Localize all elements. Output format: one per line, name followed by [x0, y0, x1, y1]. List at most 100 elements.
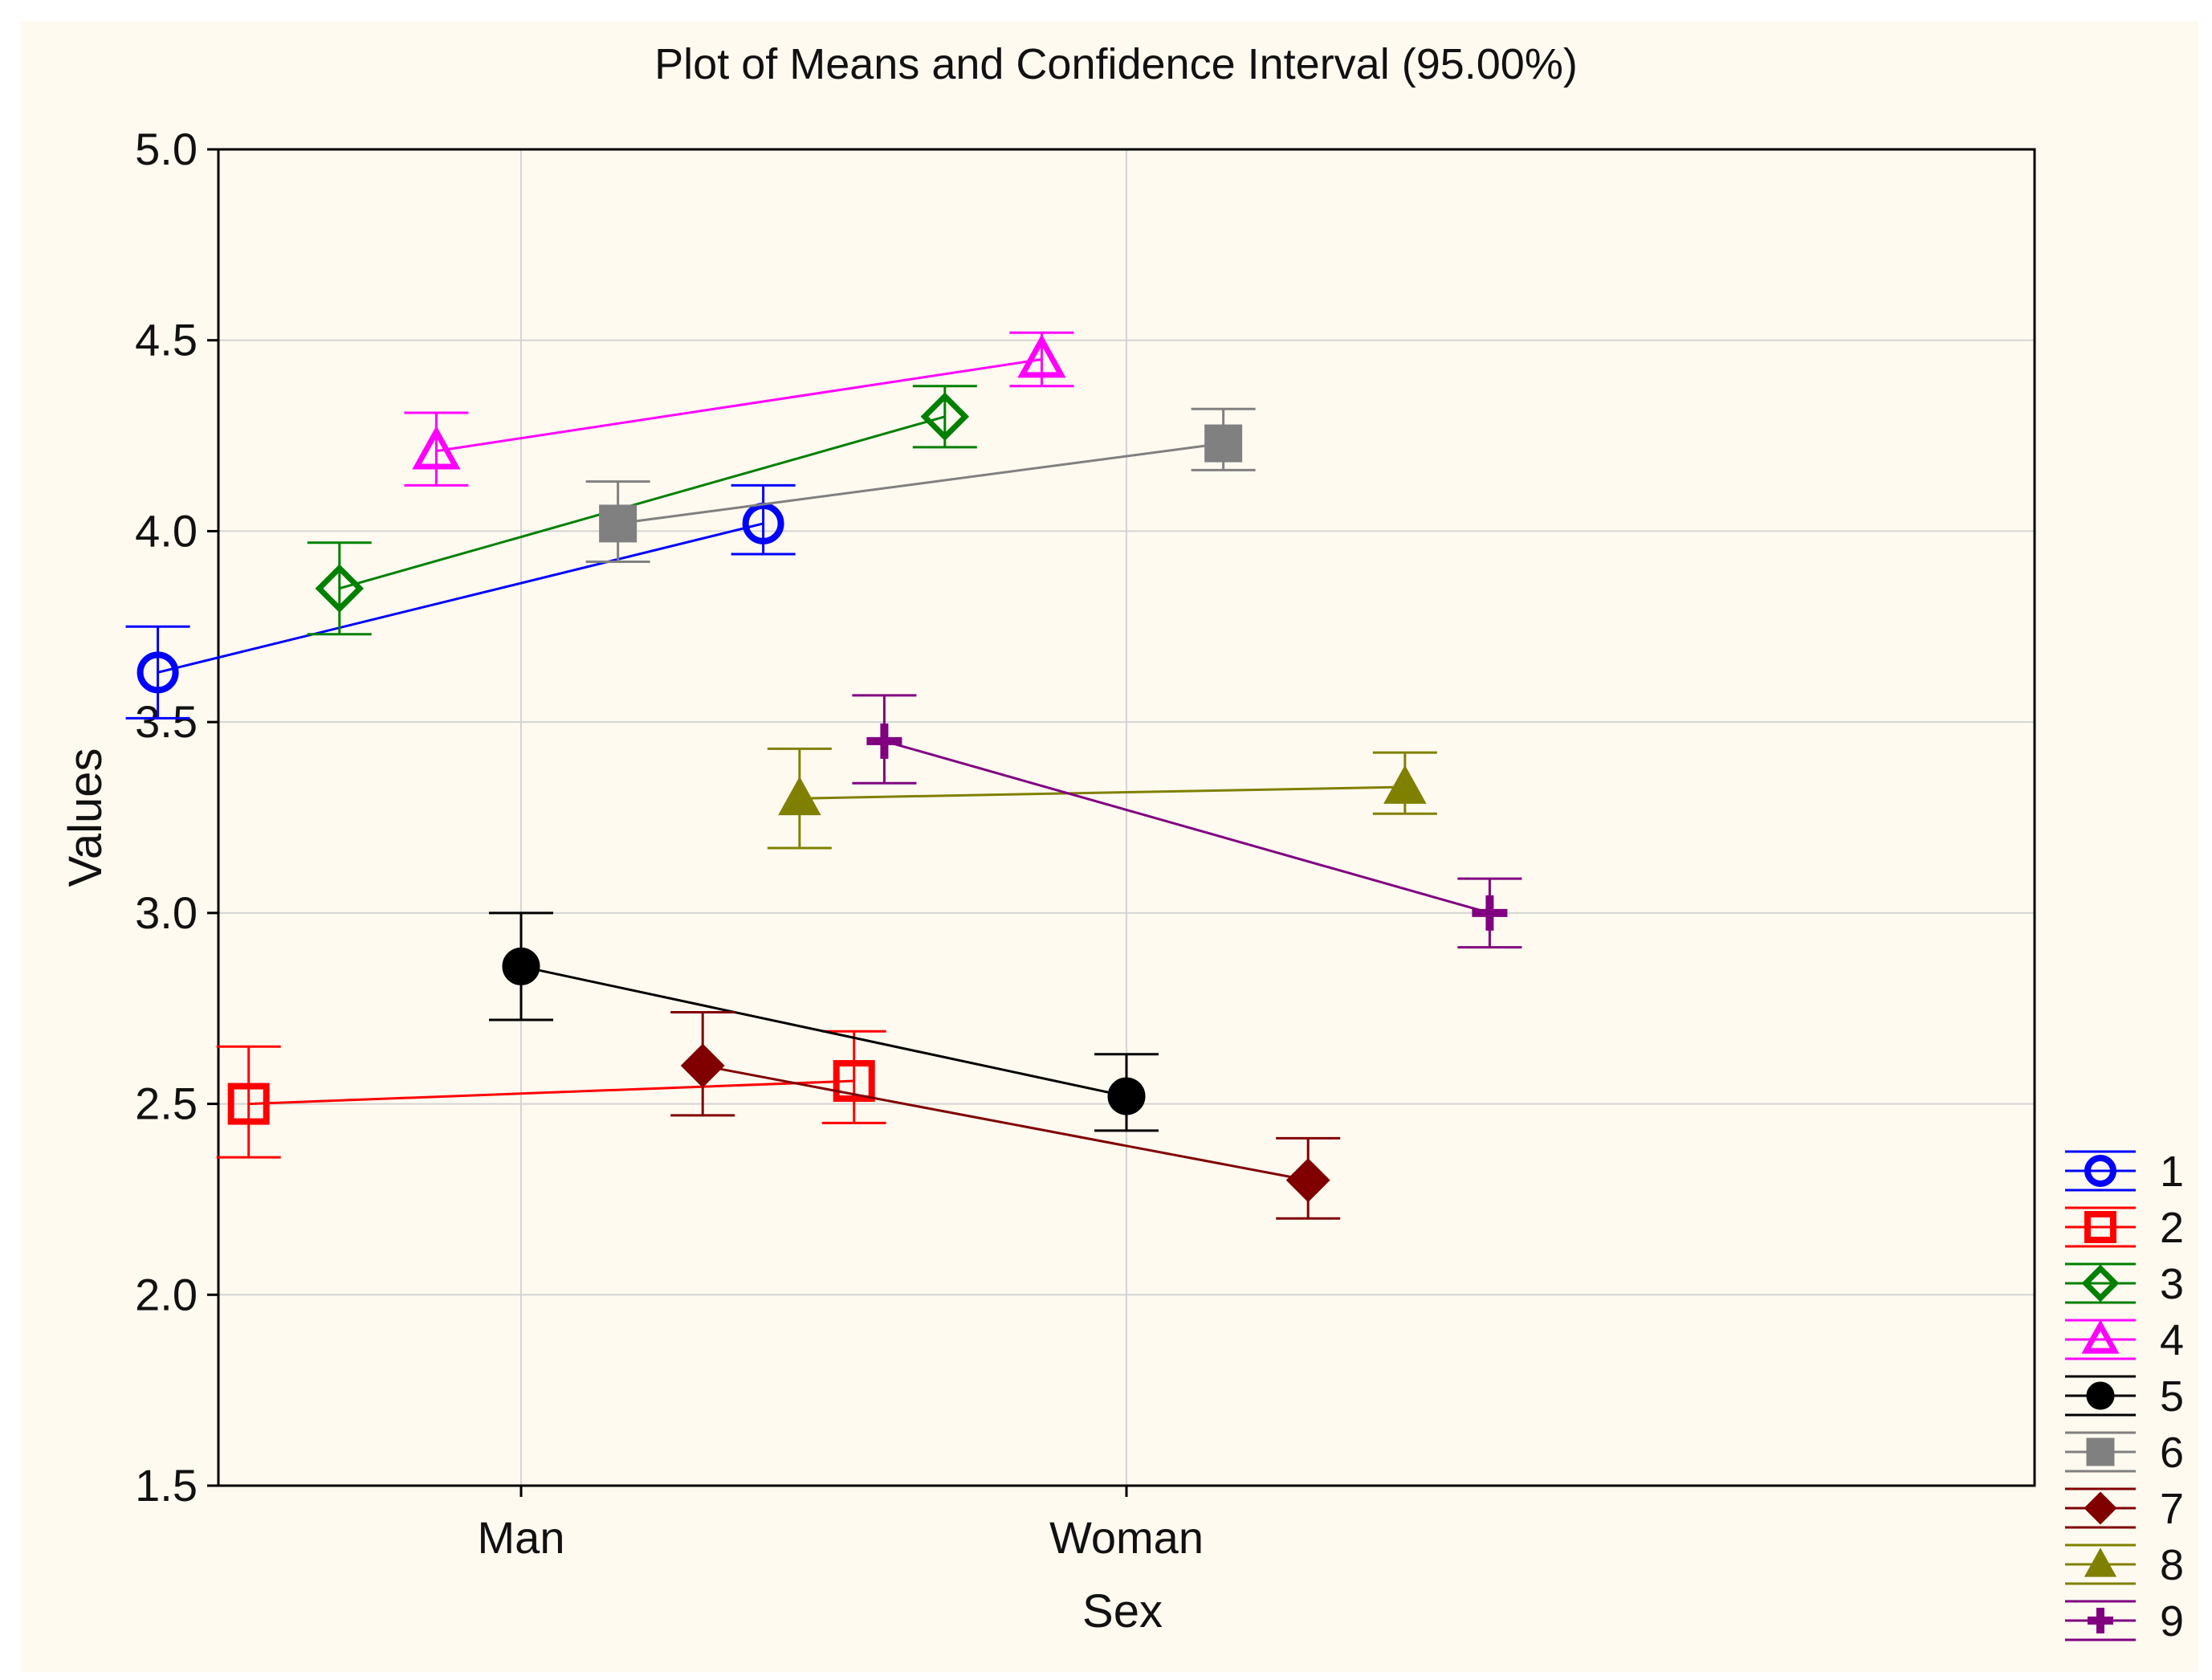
- marker-triangle: [2081, 1319, 2120, 1354]
- x-tick-label: Man: [478, 1512, 565, 1563]
- marker-square: [2084, 1211, 2116, 1243]
- series-line: [436, 358, 1042, 453]
- marker-diamond: [2081, 1264, 2120, 1303]
- marker-square: [833, 1060, 875, 1103]
- y-tick-label: 3.0: [135, 887, 198, 938]
- data-point: [778, 776, 821, 816]
- data-point: [412, 426, 461, 470]
- y-axis: 1.5 2.0 2.5 3.0 3.5 4.0 4.5 5.0: [135, 124, 218, 1511]
- legend-label: 8: [2160, 1541, 2184, 1589]
- marker-diamond: [680, 1043, 725, 1088]
- series-line: [339, 415, 946, 590]
- data-point: [1017, 334, 1066, 378]
- data-point: [227, 1083, 270, 1125]
- series-line: [248, 1079, 854, 1106]
- legend-label: 1: [2160, 1148, 2184, 1196]
- y-tick-label: 4.5: [135, 315, 198, 365]
- legend-label: 7: [2160, 1485, 2184, 1533]
- marker-triangle: [2084, 1547, 2117, 1577]
- marker-square: [1204, 424, 1243, 463]
- data-point: [1107, 1077, 1146, 1115]
- chart-title: Plot of Means and Confidence Interval (9…: [654, 40, 1578, 88]
- marker-triangle: [1383, 765, 1427, 804]
- data-point: [599, 504, 638, 543]
- marker-triangle: [412, 426, 461, 470]
- error-bar: [307, 541, 372, 636]
- legend-label: 2: [2160, 1204, 2184, 1252]
- legend-item-2: 2: [2065, 1204, 2184, 1252]
- data-point: [502, 947, 540, 985]
- error-bar: [125, 625, 190, 720]
- y-tick-label: 2.0: [135, 1269, 198, 1319]
- marker-square: [2086, 1437, 2115, 1466]
- marker-circle: [502, 947, 540, 985]
- error-bar: [404, 411, 469, 487]
- y-axis-label: Values: [59, 748, 112, 887]
- series-line: [883, 740, 1490, 915]
- data-point: [1472, 895, 1508, 931]
- marker-diamond: [2084, 1491, 2117, 1525]
- series-2: [216, 1030, 886, 1159]
- series-line: [702, 1064, 1309, 1182]
- series-5: [489, 911, 1159, 1132]
- legend-item-6: 6: [2065, 1429, 2184, 1477]
- y-tick-label: 1.5: [135, 1460, 198, 1511]
- series-8: [767, 747, 1437, 850]
- data-point: [742, 502, 784, 544]
- y-tick-label: 5.0: [135, 124, 198, 174]
- y-tick-label: 2.5: [135, 1079, 198, 1129]
- series-9: [852, 694, 1522, 949]
- data-point: [315, 564, 365, 613]
- legend-item-5: 5: [2065, 1372, 2184, 1421]
- data-point: [136, 651, 179, 694]
- legend-label: 6: [2160, 1429, 2184, 1477]
- marker-circle: [136, 651, 179, 694]
- data-point: [920, 392, 970, 442]
- series-7: [670, 1010, 1341, 1220]
- legend-item-1: 1: [2065, 1148, 2184, 1196]
- marker-diamond: [315, 564, 365, 613]
- marker-circle: [1107, 1077, 1146, 1115]
- error-bar: [216, 1045, 281, 1159]
- error-bar: [821, 1030, 886, 1124]
- series-4: [404, 331, 1074, 487]
- legend-item-8: 8: [2065, 1541, 2184, 1589]
- series-layer: [125, 331, 1522, 1220]
- legend-label: 5: [2160, 1372, 2184, 1421]
- marker-circle: [2086, 1381, 2115, 1410]
- data-point: [1285, 1158, 1330, 1203]
- series-3: [307, 385, 977, 636]
- means-ci-plot: Plot of Means and Confidence Interval (9…: [59, 40, 2184, 1645]
- marker-triangle: [1017, 334, 1066, 378]
- marker-triangle: [778, 776, 821, 816]
- data-point: [1204, 424, 1243, 463]
- x-axis: Man Woman: [478, 1486, 1204, 1563]
- marker-square: [599, 504, 638, 543]
- legend-label: 3: [2160, 1260, 2184, 1308]
- x-tick-label: Woman: [1049, 1512, 1204, 1563]
- marker-square: [227, 1083, 270, 1125]
- data-point: [680, 1043, 725, 1088]
- data-point: [1383, 765, 1427, 804]
- marker-diamond: [1285, 1158, 1330, 1203]
- legend-item-9: 9: [2065, 1597, 2184, 1645]
- series-1: [125, 483, 796, 720]
- marker-diamond: [920, 392, 970, 442]
- data-point: [866, 723, 902, 759]
- y-tick-label: 4.0: [135, 505, 198, 556]
- marker-circle: [2084, 1155, 2116, 1187]
- series-6: [585, 407, 1256, 563]
- grid-layer: [218, 149, 2035, 1486]
- series-line: [617, 442, 1224, 525]
- legend-item-3: 3: [2065, 1260, 2184, 1308]
- marker-circle: [742, 502, 784, 544]
- x-axis-label: Sex: [1082, 1585, 1163, 1637]
- y-tick-label: 3.5: [135, 696, 198, 747]
- data-point: [833, 1060, 875, 1103]
- legend-item-4: 4: [2065, 1316, 2184, 1364]
- legend: 1 2 3 4 5 6 7 8 9: [2065, 1148, 2184, 1645]
- legend-label: 4: [2160, 1316, 2184, 1364]
- legend-item-7: 7: [2065, 1485, 2184, 1533]
- series-line: [157, 522, 764, 674]
- legend-label: 9: [2160, 1597, 2184, 1645]
